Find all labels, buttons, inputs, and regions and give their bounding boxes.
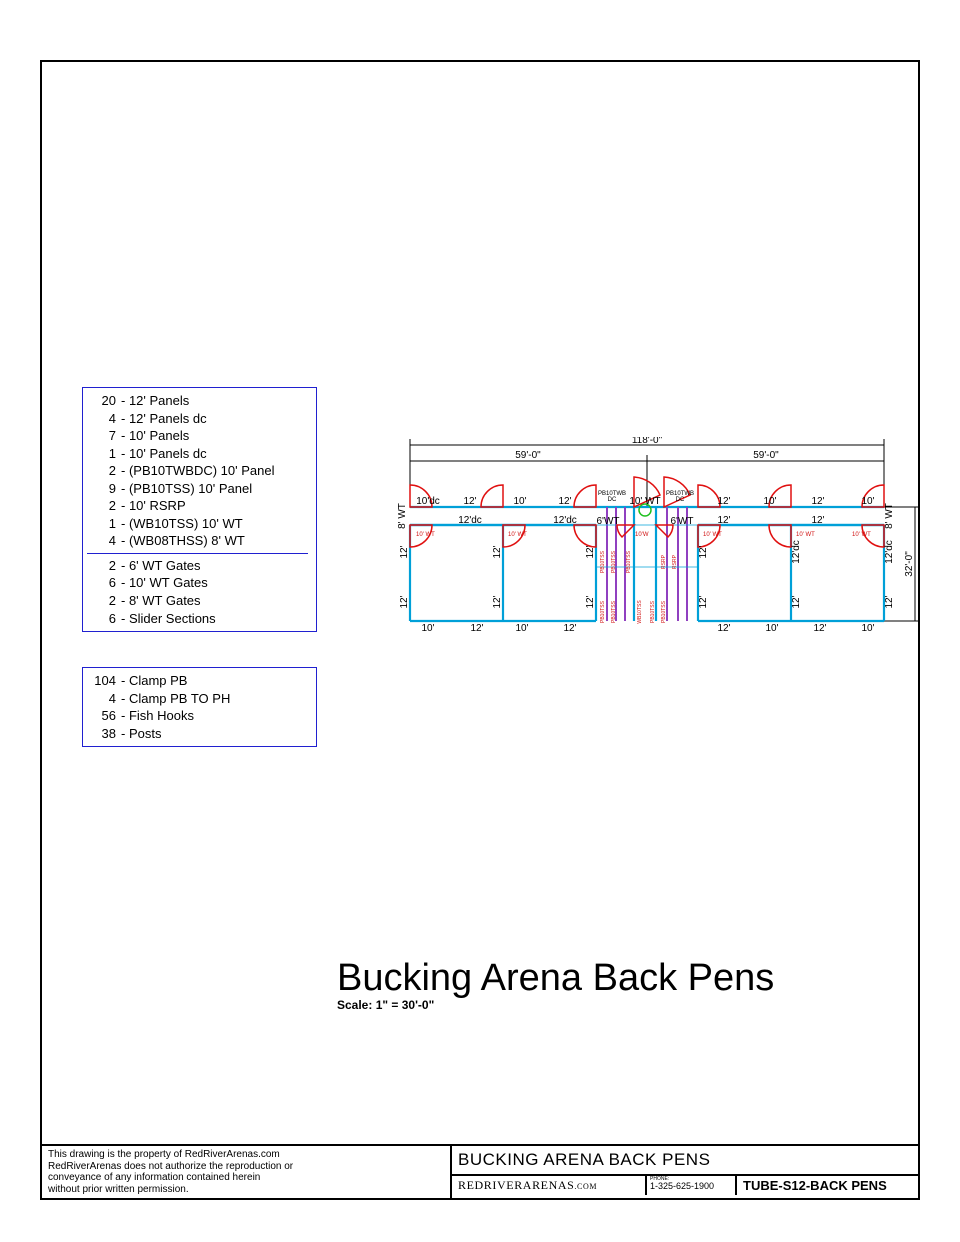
svg-text:12': 12'	[399, 595, 410, 608]
svg-text:12': 12'	[811, 515, 824, 526]
svg-text:59'-0": 59'-0"	[753, 450, 779, 461]
drawing-frame: 20- 12' Panels4- 12' Panels dc7- 10' Pan…	[40, 60, 920, 1200]
svg-text:12': 12'	[811, 496, 824, 507]
svg-text:12': 12'	[563, 623, 576, 634]
svg-text:10' WT: 10' WT	[416, 532, 435, 538]
drawing-title: Bucking Arena Back Pens	[337, 957, 774, 1000]
svg-text:32'-0": 32'-0"	[904, 551, 915, 577]
svg-text:12'dc: 12'dc	[553, 515, 577, 526]
svg-text:12': 12'	[399, 545, 410, 558]
svg-text:10' WT: 10' WT	[703, 532, 722, 538]
svg-text:10': 10'	[515, 623, 528, 634]
svg-text:RSRP: RSRP	[661, 554, 667, 569]
svg-text:DC: DC	[608, 497, 617, 503]
svg-text:10': 10'	[861, 496, 874, 507]
disclaimer: This drawing is the property of RedRiver…	[42, 1146, 452, 1198]
tb-company: REDRIVERARENAS.COM	[452, 1176, 647, 1195]
svg-text:6'WT: 6'WT	[670, 516, 693, 527]
svg-text:10'W: 10'W	[635, 532, 649, 538]
svg-text:10': 10'	[861, 623, 874, 634]
svg-text:PB10TSS: PB10TSS	[661, 600, 667, 623]
svg-text:12': 12'	[717, 515, 730, 526]
svg-text:10'dc: 10'dc	[416, 496, 440, 507]
legend-components: 20- 12' Panels4- 12' Panels dc7- 10' Pan…	[82, 387, 317, 632]
svg-text:10': 10'	[763, 496, 776, 507]
svg-text:12': 12'	[791, 595, 802, 608]
tb-phone: PHONE: 1-325-625-1900	[647, 1176, 737, 1195]
svg-text:12': 12'	[585, 595, 596, 608]
svg-text:PB10TSS: PB10TSS	[611, 550, 617, 573]
svg-text:PB10TSS: PB10TSS	[600, 600, 606, 623]
svg-text:8' WT: 8' WT	[397, 503, 408, 529]
svg-text:12': 12'	[492, 595, 503, 608]
svg-text:8' WT: 8' WT	[884, 503, 895, 529]
svg-text:12'dc: 12'dc	[791, 540, 802, 564]
svg-text:10': 10'	[765, 623, 778, 634]
svg-text:12': 12'	[463, 496, 476, 507]
svg-text:PB10TSS: PB10TSS	[611, 600, 617, 623]
scale-note: Scale: 1" = 30'-0"	[337, 998, 434, 1012]
tb-title: BUCKING ARENA BACK PENS	[452, 1146, 918, 1176]
svg-text:10' WT: 10' WT	[852, 532, 871, 538]
svg-text:12'dc: 12'dc	[458, 515, 482, 526]
svg-text:12': 12'	[470, 623, 483, 634]
svg-text:12': 12'	[717, 623, 730, 634]
svg-text:12': 12'	[698, 545, 709, 558]
gate-labels: 10' WT 10' WT 10'W 10' WT 10' WT 10' WT	[416, 532, 871, 538]
title-block: This drawing is the property of RedRiver…	[42, 1144, 918, 1198]
svg-text:59'-0": 59'-0"	[515, 450, 541, 461]
svg-text:12': 12'	[884, 595, 895, 608]
svg-text:12': 12'	[717, 496, 730, 507]
arena-plan-diagram: 118'-0" 59'-0" 59'-0" 32'-0"	[380, 437, 935, 667]
svg-text:PB10TSS: PB10TSS	[650, 600, 656, 623]
svg-text:10': 10'	[513, 496, 526, 507]
svg-text:10': 10'	[421, 623, 434, 634]
svg-text:PB10TSS: PB10TSS	[600, 550, 606, 573]
vertical-labels: 12' 12' 12' 12' 12' 12' 12' 12' 12'dc 12…	[399, 540, 895, 608]
svg-text:118'-0": 118'-0"	[632, 437, 663, 446]
svg-text:RSRP: RSRP	[672, 554, 678, 569]
svg-text:12': 12'	[585, 545, 596, 558]
legend-hardware: 104- Clamp PB4- Clamp PB TO PH56- Fish H…	[82, 667, 317, 747]
svg-text:WB10TSS: WB10TSS	[637, 600, 643, 624]
svg-text:12': 12'	[813, 623, 826, 634]
svg-text:10' WT: 10' WT	[629, 496, 660, 507]
svg-text:12': 12'	[492, 545, 503, 558]
svg-text:6'WT: 6'WT	[596, 516, 619, 527]
svg-text:DC: DC	[676, 497, 685, 503]
svg-text:12': 12'	[698, 595, 709, 608]
svg-text:10' WT: 10' WT	[508, 532, 527, 538]
svg-text:12'dc: 12'dc	[884, 540, 895, 564]
svg-text:12': 12'	[558, 496, 571, 507]
bottom-labels: 10' 12' 10' 12' 12' 10' 12' 10'	[421, 623, 874, 634]
svg-text:PB10TSS: PB10TSS	[626, 550, 632, 573]
svg-text:10' WT: 10' WT	[796, 532, 815, 538]
tb-code: TUBE-S12-BACK PENS	[737, 1176, 918, 1195]
